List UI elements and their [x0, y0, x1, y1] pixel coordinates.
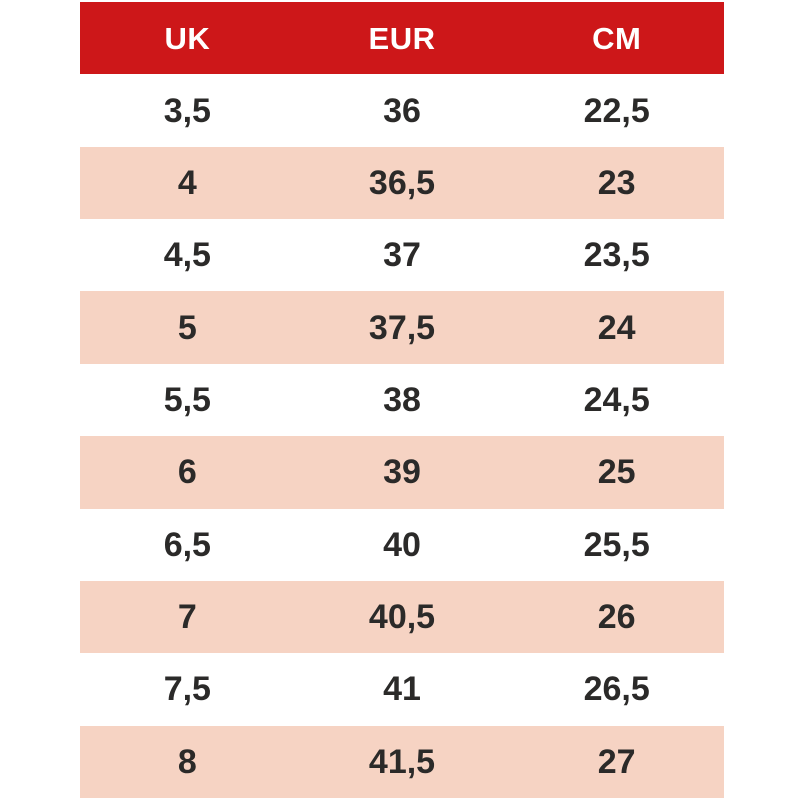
- header-cell-eur: EUR: [368, 20, 436, 56]
- table-cell-uk: 4,5: [163, 236, 211, 275]
- table-row: 6,5 40 25,5: [80, 508, 724, 581]
- table-cell-eur: 41,5: [368, 742, 436, 781]
- table-cell-cm: 23,5: [583, 236, 650, 275]
- table-cell-eur: 40,5: [368, 598, 436, 637]
- table-cell-cm: 26: [597, 598, 636, 637]
- table-cell-eur: 38: [383, 380, 421, 419]
- header-cell-uk: UK: [164, 20, 211, 56]
- table-cell-cm: 27: [597, 742, 636, 781]
- table-cell-cm: 25: [597, 453, 636, 492]
- table-row: 7,5 41 26,5: [80, 653, 724, 726]
- table-row: 3,5 36 22,5: [80, 74, 724, 147]
- table-row: 4 36,5 23: [80, 146, 724, 220]
- table-cell-cm: 25,5: [583, 525, 650, 564]
- table-cell-uk: 7,5: [163, 670, 211, 709]
- table-cell-eur: 39: [383, 453, 421, 492]
- table-cell-cm: 22,5: [583, 91, 650, 130]
- table-cell-cm: 26,5: [583, 670, 650, 709]
- table-cell-cm: 23: [597, 163, 636, 202]
- table-cell-uk: 8: [177, 742, 197, 781]
- table-cell-eur: 36,5: [368, 163, 436, 202]
- table-cell-cm: 24: [597, 308, 636, 347]
- table-cell-cm: 24,5: [583, 380, 650, 419]
- table-row: 7 40,5 26: [80, 580, 724, 654]
- table-row: 5 37,5 24: [80, 291, 724, 364]
- table-row: 6 39 25: [80, 436, 724, 509]
- table-cell-uk: 6,5: [163, 525, 211, 564]
- table-cell-uk: 6: [177, 453, 197, 492]
- table-cell-eur: 40: [383, 525, 421, 564]
- table-cell-eur: 37,5: [368, 308, 436, 347]
- table-cell-eur: 37: [383, 236, 421, 275]
- table-header-row: UK EUR CM: [80, 2, 724, 75]
- table-cell-eur: 41: [383, 670, 421, 709]
- table-cell-uk: 3,5: [163, 91, 211, 130]
- table-cell-eur: 36: [383, 91, 421, 130]
- table-row: 5,5 38 24,5: [80, 363, 724, 437]
- table-cell-uk: 5,5: [163, 380, 211, 419]
- header-cell-cm: CM: [592, 20, 642, 56]
- table-cell-uk: 7: [177, 598, 197, 637]
- table-cell-uk: 5: [177, 308, 197, 347]
- size-conversion-table: UK EUR CM 3,5 36 22,5 4 36,5 23 4,5 37 2…: [80, 2, 724, 798]
- table-row: 8 41,5 27: [80, 725, 724, 798]
- table-row: 4,5 37 23,5: [80, 219, 724, 292]
- table-cell-uk: 4: [177, 163, 197, 202]
